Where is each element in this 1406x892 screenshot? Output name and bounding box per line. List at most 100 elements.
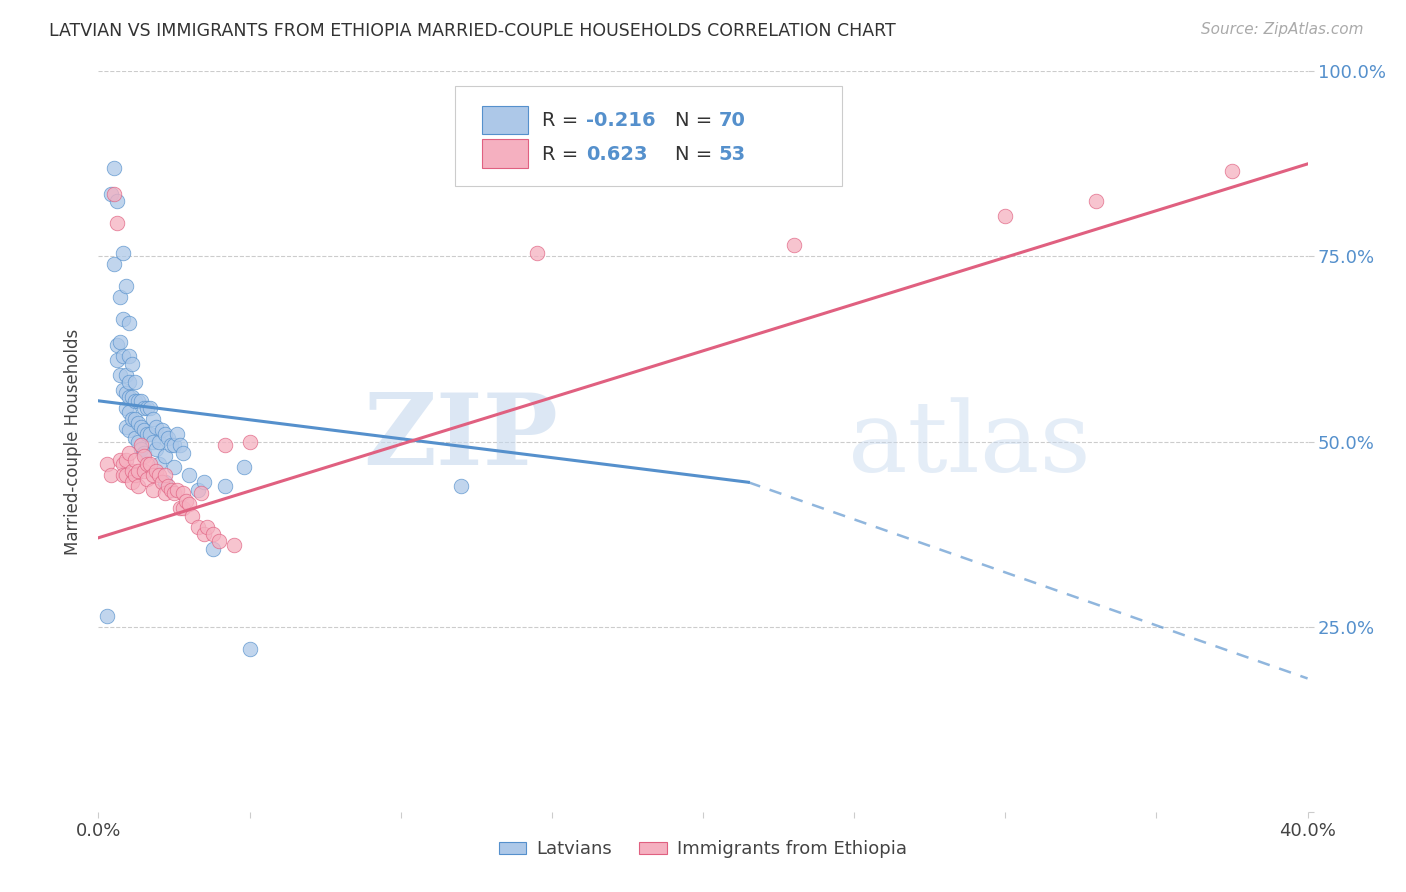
Point (132, 445, 155, 459)
Text: 0.623: 0.623 (586, 145, 647, 164)
Point (114, 368, 136, 382)
Point (169, 501, 191, 516)
Point (172, 445, 194, 459)
Text: LATVIAN VS IMMIGRANTS FROM ETHIOPIA MARRIED-COUPLE HOUSEHOLDS CORRELATION CHART: LATVIAN VS IMMIGRANTS FROM ETHIOPIA MARR… (49, 22, 896, 40)
FancyBboxPatch shape (456, 87, 842, 186)
Point (145, 419, 167, 434)
Point (124, 431, 146, 445)
Point (127, 434, 149, 449)
Point (114, 386, 136, 401)
Point (179, 498, 201, 512)
Point (187, 519, 209, 533)
Point (202, 541, 225, 556)
Point (96, 608, 118, 623)
Point (450, 479, 472, 493)
Point (239, 434, 262, 449)
Point (111, 457, 134, 471)
Point (121, 390, 143, 404)
Point (135, 471, 157, 485)
Point (156, 479, 179, 493)
Point (132, 424, 155, 438)
Point (193, 475, 215, 490)
Point (166, 427, 188, 442)
Text: N =: N = (675, 111, 718, 129)
Point (105, 216, 128, 230)
Point (114, 279, 136, 293)
Point (132, 450, 155, 464)
Point (148, 457, 170, 471)
Point (129, 419, 152, 434)
Point (118, 350, 141, 364)
Point (169, 438, 191, 452)
Point (108, 453, 131, 467)
Point (124, 467, 146, 482)
Y-axis label: Married-couple Households: Married-couple Households (65, 328, 83, 555)
Point (129, 393, 152, 408)
Point (153, 427, 176, 442)
Text: atlas: atlas (848, 397, 1091, 493)
Point (994, 209, 1017, 223)
Point (172, 501, 194, 516)
Point (124, 393, 146, 408)
Point (214, 438, 236, 452)
Point (181, 508, 204, 523)
Point (148, 467, 170, 482)
Point (121, 412, 143, 426)
Point (114, 453, 136, 467)
Point (127, 416, 149, 430)
Legend: Latvians, Immigrants from Ethiopia: Latvians, Immigrants from Ethiopia (492, 833, 914, 865)
Point (105, 194, 128, 208)
Point (127, 464, 149, 478)
Point (163, 460, 186, 475)
Point (135, 457, 157, 471)
Point (118, 390, 141, 404)
Point (187, 483, 209, 497)
Point (190, 486, 212, 500)
Point (96, 457, 118, 471)
Point (139, 401, 162, 416)
Text: 53: 53 (718, 145, 745, 164)
Point (121, 464, 143, 478)
Point (160, 483, 183, 497)
Point (174, 493, 197, 508)
Point (118, 316, 141, 330)
Point (214, 479, 236, 493)
Point (105, 338, 128, 352)
Point (121, 475, 143, 490)
Point (103, 161, 125, 175)
Point (239, 641, 262, 656)
Text: Source: ZipAtlas.com: Source: ZipAtlas.com (1201, 22, 1364, 37)
Point (153, 450, 176, 464)
Point (145, 464, 167, 478)
Point (129, 438, 152, 452)
FancyBboxPatch shape (482, 139, 527, 168)
Point (108, 368, 131, 382)
Point (163, 438, 186, 452)
Point (153, 467, 176, 482)
Point (127, 479, 149, 493)
Point (193, 527, 215, 541)
Point (124, 412, 146, 426)
Point (150, 475, 173, 490)
Point (145, 442, 167, 456)
Point (100, 186, 122, 201)
Point (139, 457, 162, 471)
Point (142, 412, 165, 426)
Point (111, 467, 134, 482)
Point (108, 290, 131, 304)
Point (163, 486, 186, 500)
Point (118, 445, 141, 459)
Point (135, 401, 157, 416)
Point (124, 376, 146, 390)
Text: -0.216: -0.216 (586, 111, 655, 129)
Text: N =: N = (675, 145, 718, 164)
Point (142, 483, 165, 497)
Point (114, 401, 136, 416)
Point (124, 453, 146, 467)
Point (118, 424, 141, 438)
Point (179, 467, 201, 482)
Point (129, 442, 152, 456)
Point (160, 438, 183, 452)
Point (118, 376, 141, 390)
Point (105, 353, 128, 368)
